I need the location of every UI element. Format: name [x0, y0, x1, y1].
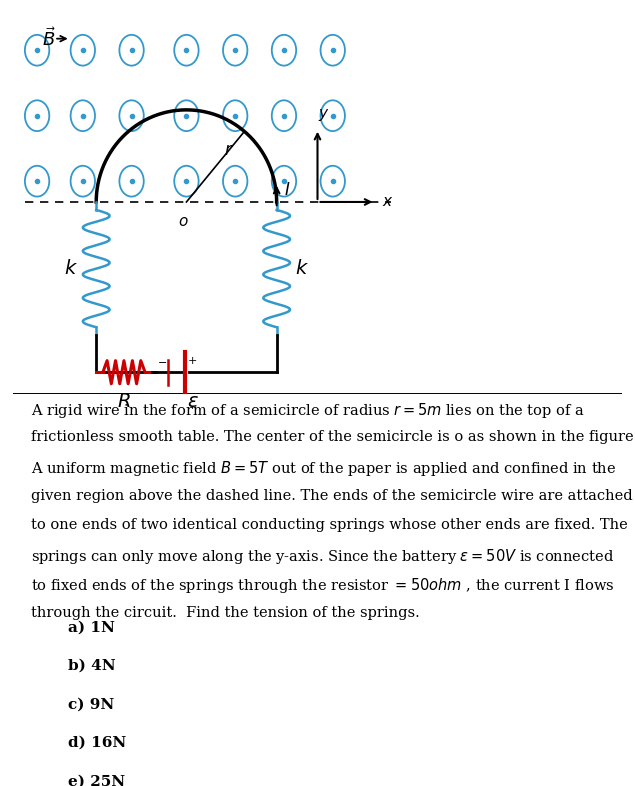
Text: $\vec{B}$: $\vec{B}$ — [43, 28, 57, 50]
Text: e) 25N: e) 25N — [67, 774, 124, 786]
Text: to one ends of two identical conducting springs whose other ends are fixed. The: to one ends of two identical conducting … — [31, 518, 628, 532]
Text: $x$: $x$ — [382, 194, 393, 210]
Text: $y$: $y$ — [318, 107, 330, 123]
Text: c) 9N: c) 9N — [67, 697, 114, 711]
Text: $R$: $R$ — [117, 392, 131, 411]
Text: frictionless smooth table. The center of the semicircle is o as shown in the fig: frictionless smooth table. The center of… — [31, 430, 635, 444]
Text: d) 16N: d) 16N — [67, 736, 126, 750]
Text: $o$: $o$ — [178, 214, 189, 229]
Text: given region above the dashed line. The ends of the semicircle wire are attached: given region above the dashed line. The … — [31, 489, 632, 502]
Text: $\varepsilon$: $\varepsilon$ — [187, 392, 199, 411]
Text: A rigid wire in the form of a semicircle of radius $r = 5m$ lies on the top of a: A rigid wire in the form of a semicircle… — [31, 401, 585, 420]
Text: b) 4N: b) 4N — [67, 659, 115, 673]
Text: A uniform magnetic field $B = 5T$ out of the paper is applied and confined in th: A uniform magnetic field $B = 5T$ out of… — [31, 459, 616, 478]
Text: springs can only move along the y-axis. Since the battery $\varepsilon = 50V$ is: springs can only move along the y-axis. … — [31, 547, 614, 566]
Text: $r$: $r$ — [224, 141, 234, 159]
Text: $I$: $I$ — [284, 182, 291, 200]
Text: through the circuit.  Find the tension of the springs.: through the circuit. Find the tension of… — [31, 605, 420, 619]
Text: to fixed ends of the springs through the resistor $= 50ohm$ , the current I flow: to fixed ends of the springs through the… — [31, 576, 615, 595]
Text: a) 1N: a) 1N — [67, 620, 114, 634]
Text: $k$: $k$ — [64, 259, 77, 278]
Text: $k$: $k$ — [295, 259, 309, 278]
Text: $-$: $-$ — [157, 356, 167, 366]
Text: $+$: $+$ — [187, 355, 197, 366]
